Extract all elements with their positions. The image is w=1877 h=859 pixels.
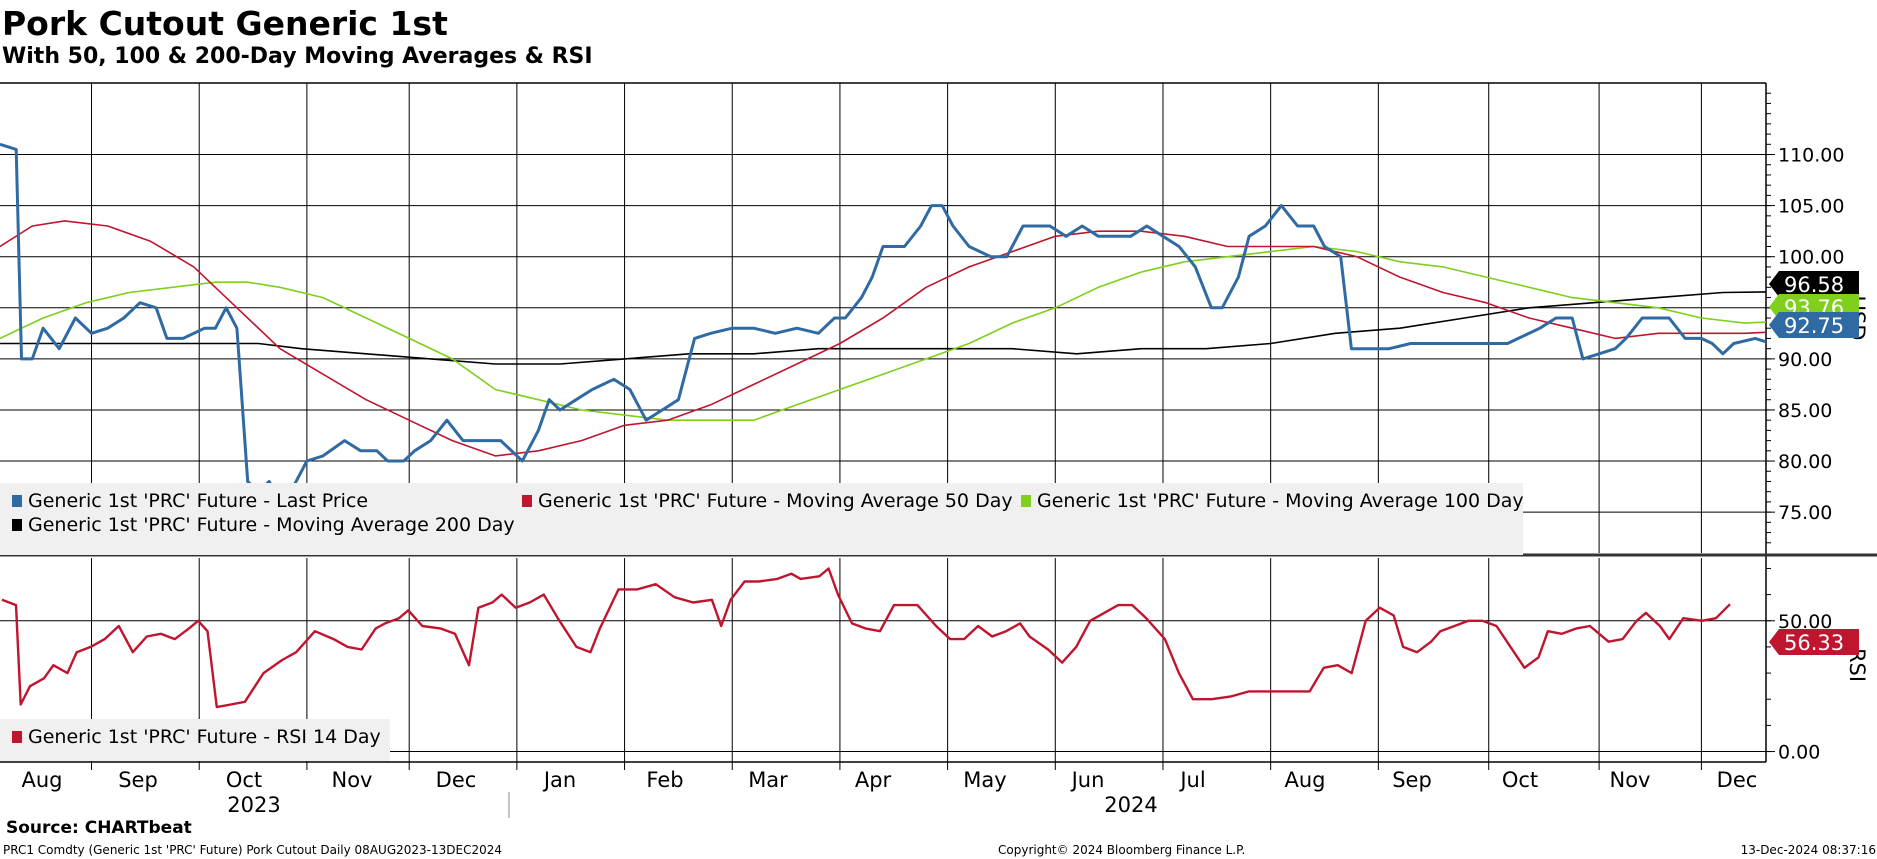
x-month-label: Feb xyxy=(646,768,683,792)
series-last-price xyxy=(0,142,1766,504)
legend-swatch xyxy=(1021,495,1031,507)
x-month-label: Oct xyxy=(1502,768,1538,792)
legend-label: Generic 1st 'PRC' Future - Moving Averag… xyxy=(28,514,515,536)
x-month-label: Apr xyxy=(855,768,892,792)
source-label: Source: CHARTbeat xyxy=(6,818,192,838)
last-value-last-price: 92.75 xyxy=(1769,312,1859,338)
legend-swatch xyxy=(522,495,532,507)
rsi-tick-label: 0.00 xyxy=(1778,742,1820,764)
series-ma50 xyxy=(0,220,1766,457)
legend-rsi-bg xyxy=(0,719,390,761)
x-month-label: Mar xyxy=(748,768,788,792)
series-rsi xyxy=(1,567,1731,709)
y-tick-label: 105.00 xyxy=(1778,196,1844,218)
legend-price-bg xyxy=(0,483,1523,555)
footer-timestamp: 13-Dec-2024 08:37:16 xyxy=(1740,843,1876,857)
legend-label: Generic 1st 'PRC' Future - Moving Averag… xyxy=(1037,490,1524,512)
y-tick-label: 90.00 xyxy=(1778,349,1832,371)
last-value-last-price-text: 92.75 xyxy=(1784,314,1844,338)
y-tick-label: 100.00 xyxy=(1778,247,1844,269)
y-tick-label: 80.00 xyxy=(1778,451,1832,473)
rsi-tick-label: 50.00 xyxy=(1778,611,1832,633)
last-value-rsi: 56.33 xyxy=(1769,629,1859,655)
y-tick-label: 85.00 xyxy=(1778,400,1832,422)
chart-subtitle: With 50, 100 & 200-Day Moving Averages &… xyxy=(2,44,593,69)
x-month-label: Jan xyxy=(542,768,576,792)
footer-ticker: PRC1 Comdty (Generic 1st 'PRC' Future) P… xyxy=(3,843,502,857)
gridlines xyxy=(0,83,1775,770)
legend-rsi: Generic 1st 'PRC' Future - RSI 14 Day xyxy=(0,719,390,761)
legend-swatch xyxy=(12,495,22,507)
last-value-rsi-text: 56.33 xyxy=(1784,631,1844,655)
last-value-rsi-bg xyxy=(1769,629,1859,655)
rsi-series-group xyxy=(1,567,1731,709)
x-month-label: Aug xyxy=(1284,768,1325,792)
last-value-last-price-bg xyxy=(1769,312,1859,338)
legend-label: Generic 1st 'PRC' Future - Moving Averag… xyxy=(538,490,1013,512)
x-month-label: Jun xyxy=(1070,768,1105,792)
last-value-ma200-bg xyxy=(1769,271,1859,297)
x-month-label: Oct xyxy=(226,768,262,792)
x-month-label: Nov xyxy=(1610,768,1651,792)
x-month-label: Sep xyxy=(1392,768,1432,792)
x-month-label: May xyxy=(963,768,1006,792)
x-month-label: Dec xyxy=(1717,768,1758,792)
last-value-ma200: 96.58 xyxy=(1769,271,1859,297)
x-year-label: 2024 xyxy=(1104,793,1157,817)
price-series-group xyxy=(0,142,1766,504)
x-month-label: Dec xyxy=(436,768,477,792)
x-month-label: Jul xyxy=(1178,768,1205,792)
last-value-ma200-text: 96.58 xyxy=(1784,273,1844,297)
legend-price: Generic 1st 'PRC' Future - Last Price Gen… xyxy=(0,483,1524,555)
x-year-label: 2023 xyxy=(227,793,280,817)
legend-label: Generic 1st 'PRC' Future - RSI 14 Day xyxy=(28,726,381,748)
chart-title: Pork Cutout Generic 1st xyxy=(2,4,448,43)
y-tick-label: 110.00 xyxy=(1778,145,1844,167)
legend-label: Generic 1st 'PRC' Future - Last Price xyxy=(28,490,368,512)
legend-swatch xyxy=(12,519,22,531)
legend-swatch xyxy=(12,731,22,743)
x-month-label: Nov xyxy=(332,768,373,792)
series-ma100 xyxy=(0,245,1766,421)
x-month-label: Sep xyxy=(118,768,158,792)
x-month-label: Aug xyxy=(21,768,62,792)
footer-copyright: Copyright© 2024 Bloomberg Finance L.P. xyxy=(998,843,1246,857)
y-tick-label: 75.00 xyxy=(1778,502,1832,524)
series-ma200 xyxy=(0,291,1766,365)
